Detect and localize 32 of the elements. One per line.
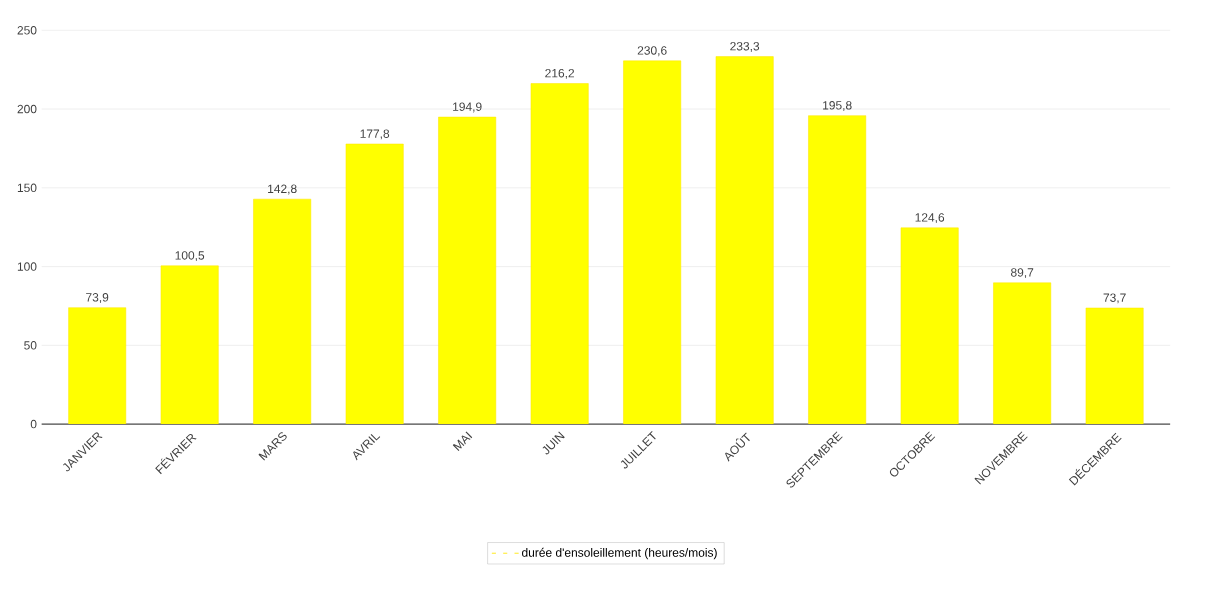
data-label: 73,7: [1103, 293, 1126, 304]
data-label: 177,8: [360, 129, 390, 140]
data-label: 233,3: [730, 42, 760, 53]
data-label: 73,9: [86, 293, 109, 304]
bar: [438, 116, 497, 425]
data-label: 100,5: [175, 251, 205, 262]
y-tick-label: 150: [17, 183, 37, 193]
bar: [808, 115, 867, 425]
y-tick-label: 50: [24, 341, 37, 350]
bar: [623, 60, 682, 425]
bar: [160, 265, 219, 425]
y-tick-label: 100: [17, 262, 37, 271]
data-label: 142,8: [268, 184, 297, 195]
y-tick-label: 250: [17, 26, 37, 35]
data-label: 89,7: [1011, 268, 1034, 279]
bar: [993, 282, 1052, 425]
data-label: 194,9: [453, 102, 482, 113]
bar: [715, 56, 774, 425]
data-label: 195,8: [823, 101, 852, 112]
y-tick-label: 200: [17, 104, 37, 114]
y-tick-label: 0: [30, 420, 37, 429]
bar: [253, 199, 312, 425]
data-label: 230,6: [637, 46, 667, 57]
bar: [345, 143, 404, 425]
bar: [530, 83, 589, 425]
text: durée d'ensoleillement (heures/mois): [522, 547, 717, 560]
data-label: 216,2: [545, 69, 575, 79]
data-label: 124,6: [915, 213, 945, 224]
bar: [1085, 307, 1144, 425]
bar: [68, 307, 127, 425]
bar: [900, 227, 959, 425]
x-tick-label: MAI: [452, 431, 473, 452]
